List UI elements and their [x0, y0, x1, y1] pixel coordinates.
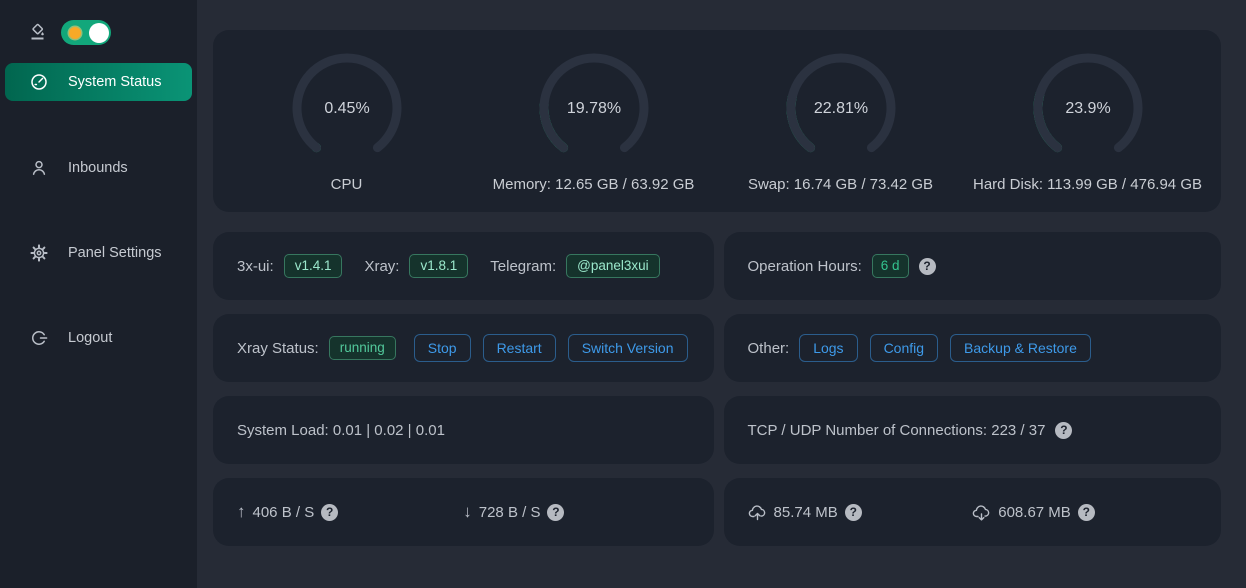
other-label: Other: [747, 339, 790, 357]
stop-button[interactable]: Stop [413, 334, 471, 362]
swap-label: Swap: 16.74 GB / 73.42 GB [747, 175, 934, 193]
help-icon[interactable]: ? [1077, 503, 1095, 521]
sidebar-item-label: Panel Settings [68, 245, 162, 261]
xray-status-card: Xray Status: running Stop Restart Switch… [213, 314, 714, 382]
xui-label: 3x-ui: [237, 257, 274, 275]
upload-speed-value: 406 B / S [252, 503, 315, 521]
download-speed-group: ↓ 728 B / S ? [463, 502, 689, 522]
help-icon[interactable]: ? [844, 503, 862, 521]
traffic-card: 85.74 MB ? 608.67 MB ? [723, 478, 1221, 546]
upload-total-group: 85.74 MB ? [748, 503, 973, 521]
system-load-text: System Load: 0.01 | 0.02 | 0.01 [237, 421, 445, 439]
logout-icon [30, 329, 48, 347]
theme-row [0, 16, 197, 63]
system-gauges-card: 0.45% CPU 19.78% Memory: 12.65 GB / 63.9… [213, 30, 1221, 212]
logs-button[interactable]: Logs [799, 334, 858, 362]
sidebar-item-system-status[interactable]: System Status [5, 63, 192, 101]
connections-text: TCP / UDP Number of Connections: 223 / 3… [747, 421, 1046, 439]
uptime-tag: 6 d [871, 254, 909, 278]
other-card: Other: Logs Config Backup & Restore [723, 314, 1221, 382]
xray-status-label: Xray Status: [237, 339, 319, 357]
switch-version-button[interactable]: Switch Version [567, 334, 688, 362]
disk-percent: 23.9% [1065, 100, 1110, 117]
sun-icon [69, 26, 81, 39]
connections-card: TCP / UDP Number of Connections: 223 / 3… [723, 396, 1221, 464]
memory-percent: 19.78% [566, 100, 620, 117]
speed-card: ↑ 406 B / S ? ↓ 728 B / S ? [213, 478, 714, 546]
version-card: 3x-ui: v1.4.1 Xray: v1.8.1 Telegram: @pa… [213, 232, 714, 300]
xray-version-tag: v1.8.1 [409, 254, 469, 278]
download-total-value: 608.67 MB [998, 503, 1071, 521]
user-icon [30, 159, 48, 177]
restart-button[interactable]: Restart [482, 334, 556, 362]
cpu-label: CPU [330, 175, 363, 193]
operation-hours-card: Operation Hours: 6 d ? [723, 232, 1221, 300]
sidebar-item-logout[interactable]: Logout [5, 319, 192, 357]
cloud-download-icon [972, 504, 991, 521]
upload-total-value: 85.74 MB [773, 503, 838, 521]
xray-label: Xray: [364, 257, 400, 275]
switch-knob [88, 22, 109, 43]
operation-hours-label: Operation Hours: [747, 257, 862, 275]
main-content: 0.45% CPU 19.78% Memory: 12.65 GB / 63.9… [197, 0, 1246, 588]
sidebar-item-label: Inbounds [68, 160, 128, 176]
swap-gauge: 22.81% Swap: 16.74 GB / 73.42 GB [717, 50, 964, 193]
sidebar-item-inbounds[interactable]: Inbounds [5, 149, 192, 187]
cloud-upload-icon [748, 504, 767, 521]
download-speed-value: 728 B / S [478, 503, 541, 521]
xray-running-tag: running [328, 336, 396, 360]
sidebar-item-label: System Status [68, 74, 162, 90]
sidebar-item-panel-settings[interactable]: Panel Settings [5, 234, 192, 272]
telegram-handle-tag[interactable]: @panel3xui [566, 254, 660, 278]
theme-paint-icon [28, 23, 47, 42]
arrow-up-icon: ↑ [237, 502, 246, 521]
system-load-card: System Load: 0.01 | 0.02 | 0.01 [213, 396, 714, 464]
sidebar: System Status Inbounds [0, 0, 197, 588]
dashboard-icon [30, 73, 48, 91]
cpu-gauge: 0.45% CPU [223, 50, 470, 193]
memory-gauge: 19.78% Memory: 12.65 GB / 63.92 GB [470, 50, 717, 193]
upload-speed-group: ↑ 406 B / S ? [237, 502, 463, 522]
telegram-label: Telegram: [490, 257, 557, 275]
help-icon[interactable]: ? [547, 503, 565, 521]
help-icon[interactable]: ? [321, 503, 339, 521]
cpu-percent: 0.45% [324, 100, 369, 117]
config-button[interactable]: Config [869, 334, 939, 362]
backup-restore-button[interactable]: Backup & Restore [950, 334, 1091, 362]
xui-version-tag: v1.4.1 [283, 254, 343, 278]
help-icon[interactable]: ? [1055, 421, 1073, 439]
help-icon[interactable]: ? [918, 257, 936, 275]
disk-label: Hard Disk: 113.99 GB / 476.94 GB [972, 175, 1202, 193]
download-total-group: 608.67 MB ? [972, 503, 1197, 521]
gear-icon [30, 244, 48, 262]
memory-label: Memory: 12.65 GB / 63.92 GB [492, 175, 695, 193]
swap-percent: 22.81% [813, 100, 867, 117]
arrow-down-icon: ↓ [463, 502, 472, 521]
disk-gauge: 23.9% Hard Disk: 113.99 GB / 476.94 GB [964, 50, 1211, 193]
sidebar-item-label: Logout [68, 330, 113, 346]
theme-toggle-switch[interactable] [61, 20, 111, 45]
